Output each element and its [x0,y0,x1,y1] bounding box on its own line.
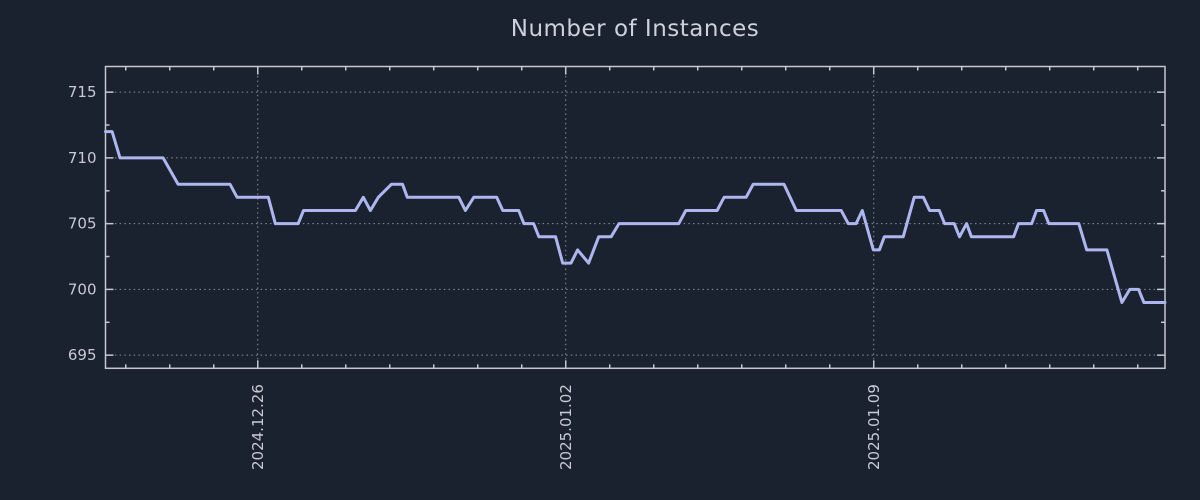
x-tick-label: 2025.01.09 [865,384,883,470]
y-tick-label: 710 [68,149,97,167]
y-tick-label: 700 [68,280,97,298]
major-gridlines [105,66,1165,369]
x-tick-label: 2025.01.02 [557,384,575,470]
axis-ticks [105,66,1165,369]
plot-border [104,65,1166,370]
instances-series-line [104,130,1167,304]
y-tick-label: 705 [68,215,97,233]
y-tick-label: 695 [68,346,97,364]
chart-title: Number of Instances [510,16,760,42]
x-tick-label: 2024.12.26 [249,384,267,470]
y-tick-label: 715 [68,83,97,101]
